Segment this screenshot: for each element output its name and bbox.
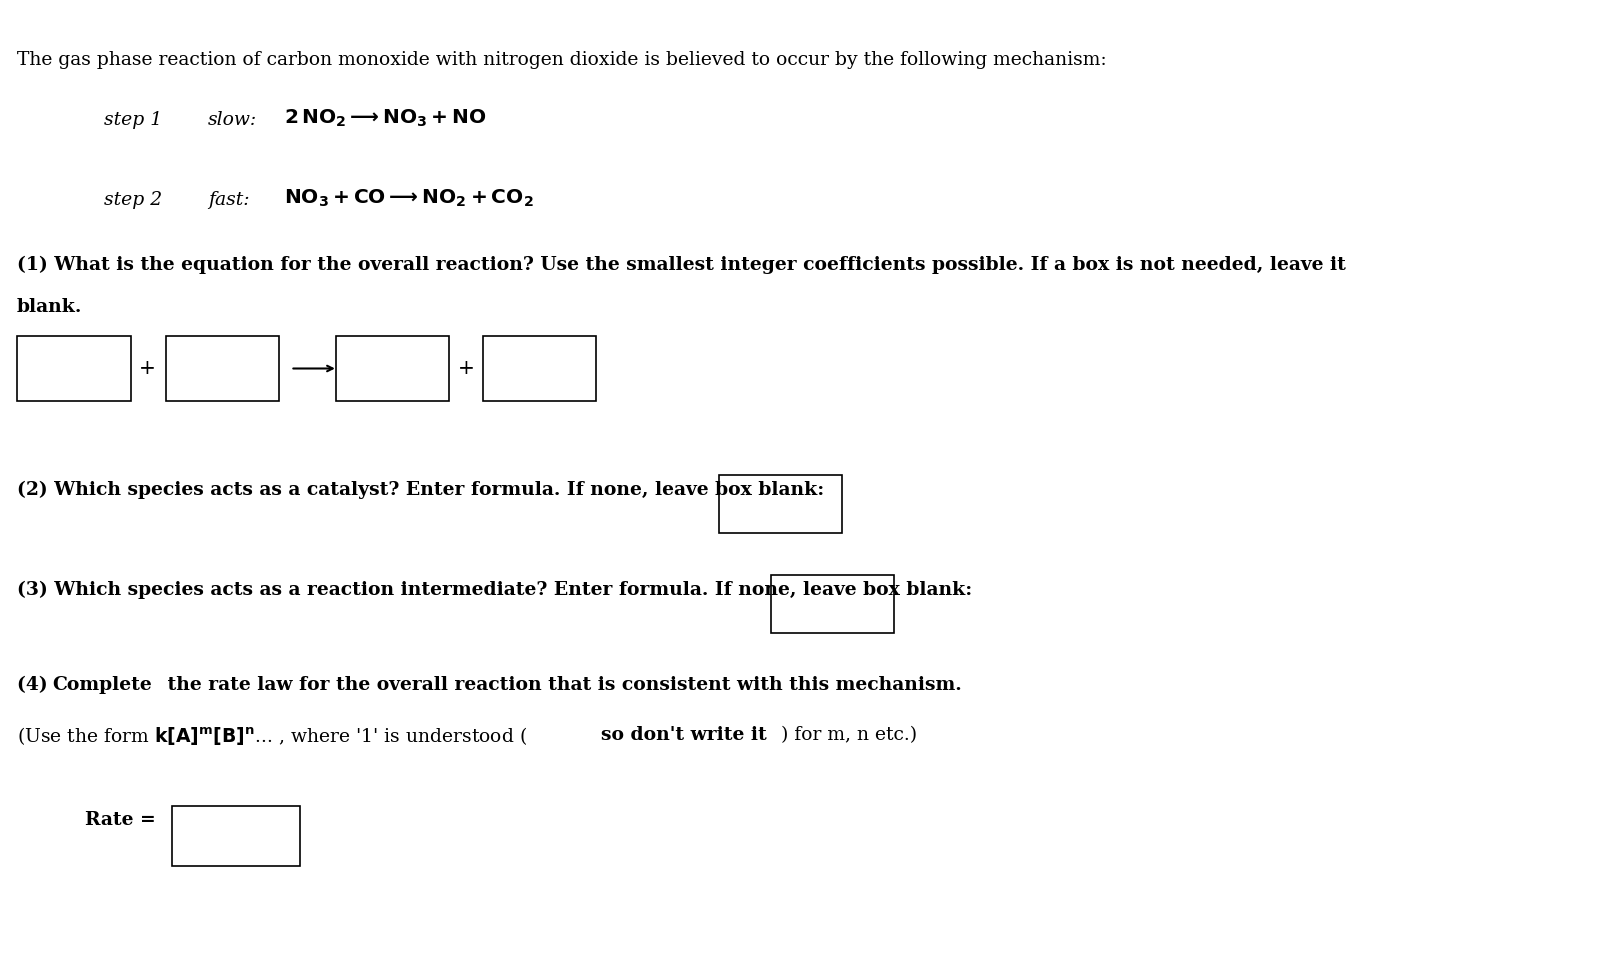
Text: (4): (4) xyxy=(18,676,53,694)
Text: $\mathbf{NO_3 + CO \longrightarrow NO_2 + CO_2}$: $\mathbf{NO_3 + CO \longrightarrow NO_2 … xyxy=(284,188,533,209)
Text: step 1: step 1 xyxy=(104,111,162,129)
Text: Rate =: Rate = xyxy=(86,811,156,829)
Text: (3) Which species acts as a reaction intermediate? Enter formula. If none, leave: (3) Which species acts as a reaction int… xyxy=(18,581,972,599)
Text: so don't write it: so don't write it xyxy=(601,726,766,744)
Text: slow:: slow: xyxy=(207,111,258,129)
FancyBboxPatch shape xyxy=(18,336,131,401)
Text: (1) What is the equation for the overall reaction? Use the smallest integer coef: (1) What is the equation for the overall… xyxy=(18,256,1346,274)
Text: blank.: blank. xyxy=(18,298,83,316)
Text: The gas phase reaction of carbon monoxide with nitrogen dioxide is believed to o: The gas phase reaction of carbon monoxid… xyxy=(18,51,1106,69)
Text: fast:: fast: xyxy=(207,191,249,209)
FancyBboxPatch shape xyxy=(165,336,279,401)
Text: (2) Which species acts as a catalyst? Enter formula. If none, leave box blank:: (2) Which species acts as a catalyst? En… xyxy=(18,481,825,499)
Text: $\mathbf{2\,NO_2 \longrightarrow NO_3 + NO}$: $\mathbf{2\,NO_2 \longrightarrow NO_3 + … xyxy=(284,108,486,129)
Text: +: + xyxy=(139,359,156,378)
FancyBboxPatch shape xyxy=(483,336,596,401)
FancyBboxPatch shape xyxy=(335,336,449,401)
FancyBboxPatch shape xyxy=(172,806,300,866)
Text: (Use the form $\mathbf{k[A]^m[B]^n}$... , where '1' is understood (: (Use the form $\mathbf{k[A]^m[B]^n}$... … xyxy=(18,726,526,749)
Text: Complete: Complete xyxy=(52,676,152,694)
Text: the rate law for the overall reaction that is consistent with this mechanism.: the rate law for the overall reaction th… xyxy=(160,676,962,694)
Text: ) for m, n etc.): ) for m, n etc.) xyxy=(781,726,917,744)
Text: step 2: step 2 xyxy=(104,191,162,209)
FancyBboxPatch shape xyxy=(719,475,842,533)
FancyBboxPatch shape xyxy=(771,575,894,633)
Text: +: + xyxy=(458,359,475,378)
